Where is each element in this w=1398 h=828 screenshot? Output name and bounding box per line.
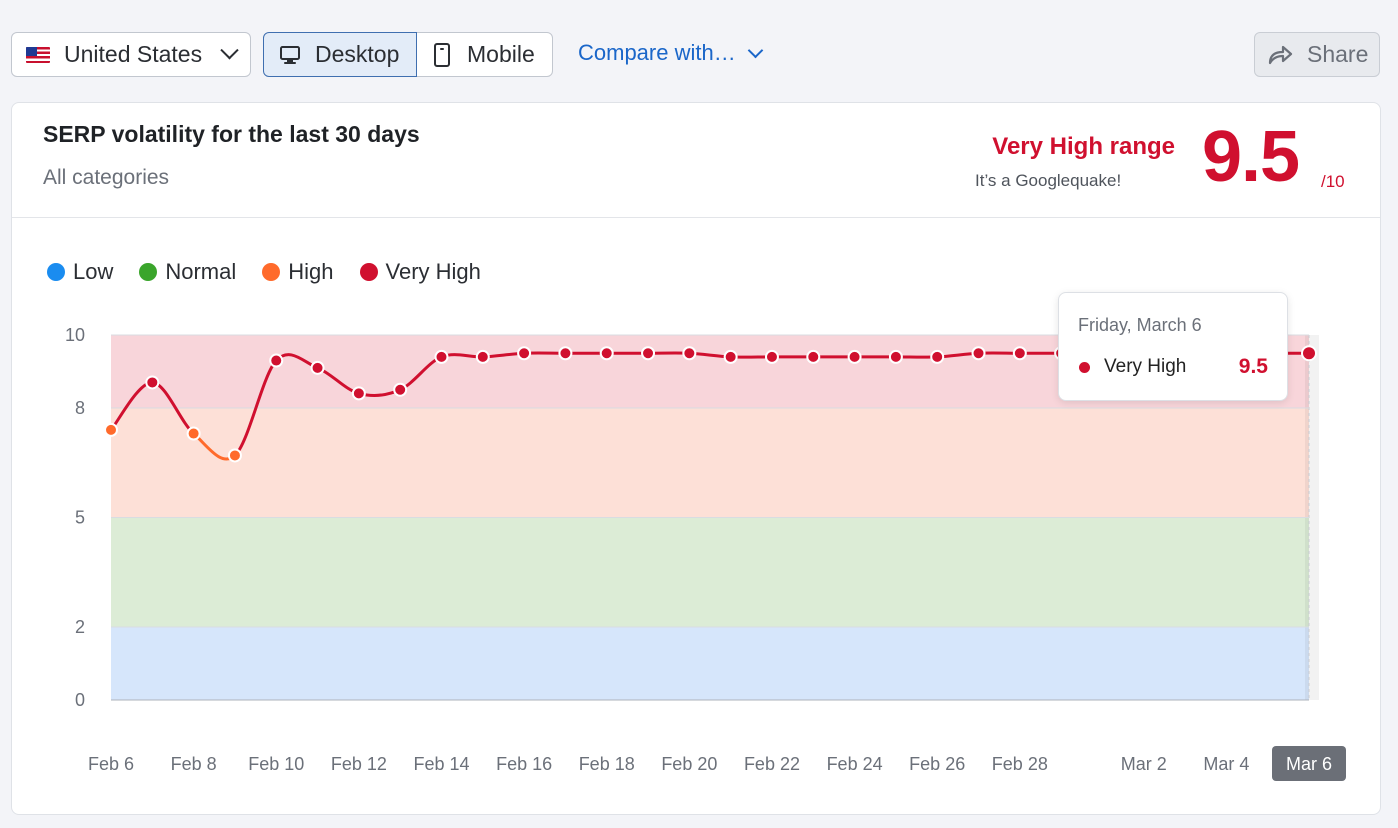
data-point [764, 349, 779, 364]
data-point [558, 346, 573, 361]
legend-label: High [288, 259, 334, 284]
x-tick-label: Feb 8 [171, 754, 217, 774]
data-point [351, 386, 366, 401]
country-select[interactable]: United States [11, 32, 251, 77]
x-tick-label: Feb 24 [827, 754, 883, 774]
data-point [434, 349, 449, 364]
y-tick-label: 5 [75, 508, 85, 528]
legend-dot [359, 263, 378, 281]
legend-dot [262, 263, 281, 281]
legend-label: Low [73, 259, 114, 284]
chevron-down-icon [220, 41, 239, 60]
share-arrow-icon [1268, 45, 1293, 64]
data-point [682, 346, 697, 361]
data-point [145, 375, 160, 390]
card-header: SERP volatility for the last 30 days All… [12, 103, 1380, 218]
data-point [888, 349, 903, 364]
data-point [186, 426, 201, 441]
legend-dot [47, 263, 65, 281]
legend-item-high[interactable]: High [262, 259, 334, 285]
data-point [930, 349, 945, 364]
x-tick-label: Feb 10 [248, 754, 304, 774]
x-tick-label: Feb 18 [579, 754, 635, 774]
mobile-icon [434, 42, 450, 67]
data-point [806, 349, 821, 364]
data-point [104, 422, 118, 437]
x-tick-label: Feb 20 [661, 754, 717, 774]
data-point [393, 382, 408, 397]
x-tick-label: Feb 14 [413, 754, 469, 774]
legend-item-normal[interactable]: Normal [139, 259, 236, 285]
chart-tooltip: Friday, March 6 Very High 9.5 [1058, 292, 1288, 401]
data-point [227, 448, 242, 463]
range-note: It’s a Googlequake! [975, 171, 1122, 190]
x-tick-label: Feb 16 [496, 754, 552, 774]
legend-item-low[interactable]: Low [47, 259, 113, 285]
y-tick-label: 8 [75, 398, 85, 418]
volatility-chart: 0 2 5 8 10 Feb 6 Feb 8 Feb 10 Feb 12 Feb 14 Feb 16… [65, 325, 1346, 781]
x-tick-highlight [1272, 746, 1346, 781]
band-low [111, 627, 1309, 700]
range-label: Very High range [992, 133, 1175, 160]
legend-item-very-high[interactable]: Very High [359, 259, 481, 285]
legend-label: Normal [165, 259, 237, 284]
tooltip-date: Friday, March 6 [1078, 315, 1202, 335]
compare-dropdown[interactable]: Compare with… [578, 40, 763, 66]
x-tick-label: Feb 28 [992, 754, 1048, 774]
legend-dot [139, 263, 158, 281]
volatility-score: 9.5 [1202, 117, 1300, 197]
x-tick-label: Feb 12 [331, 754, 387, 774]
data-point [310, 360, 325, 375]
volatility-card: SERP volatility for the last 30 days All… [11, 102, 1381, 815]
data-point [269, 353, 284, 368]
share-label: Share [1307, 41, 1369, 67]
band-high [111, 408, 1309, 518]
desktop-label: Desktop [315, 41, 400, 67]
country-label: United States [64, 41, 203, 67]
y-tick-label: 0 [75, 690, 85, 710]
y-tick-label: 2 [75, 617, 85, 637]
x-tick-label: Mar 2 [1121, 754, 1167, 774]
mobile-label: Mobile [467, 41, 535, 67]
toolbar: United States Desktop Mobile Compare wit… [0, 0, 1398, 100]
share-button[interactable]: Share [1254, 32, 1380, 77]
data-point [847, 349, 862, 364]
x-tick-label: Feb 6 [88, 754, 134, 774]
y-tick-label: 10 [65, 325, 85, 345]
data-point [723, 349, 738, 364]
mobile-toggle[interactable]: Mobile [416, 32, 553, 77]
data-point [971, 346, 986, 361]
data-point [1301, 345, 1317, 362]
data-point [1012, 346, 1027, 361]
compare-label: Compare with… [578, 40, 736, 65]
x-tick-label: Mar 4 [1203, 754, 1249, 774]
series-line-segment [233, 359, 278, 457]
tooltip-value: 9.5 [1238, 355, 1268, 378]
band-normal [111, 517, 1309, 627]
legend-label: Very High [385, 259, 481, 284]
desktop-icon [280, 45, 300, 64]
x-tick-label: Mar 6 [1286, 754, 1332, 774]
tooltip-dot [1079, 362, 1090, 373]
chevron-down-icon [747, 42, 763, 58]
data-point [599, 346, 614, 361]
data-point [517, 346, 532, 361]
data-point [475, 349, 490, 364]
desktop-toggle[interactable]: Desktop [263, 32, 417, 77]
chart-title: SERP volatility for the last 30 days [43, 121, 420, 147]
us-flag-icon [26, 46, 50, 63]
chart-legend: Low Normal High Very High [47, 259, 507, 285]
x-tick-label: Feb 22 [744, 754, 800, 774]
score-max: /10 [1321, 172, 1345, 191]
tooltip-label: Very High [1104, 356, 1187, 377]
data-point [641, 346, 656, 361]
chart-subtitle: All categories [43, 166, 170, 189]
x-tick-label: Feb 26 [909, 754, 965, 774]
